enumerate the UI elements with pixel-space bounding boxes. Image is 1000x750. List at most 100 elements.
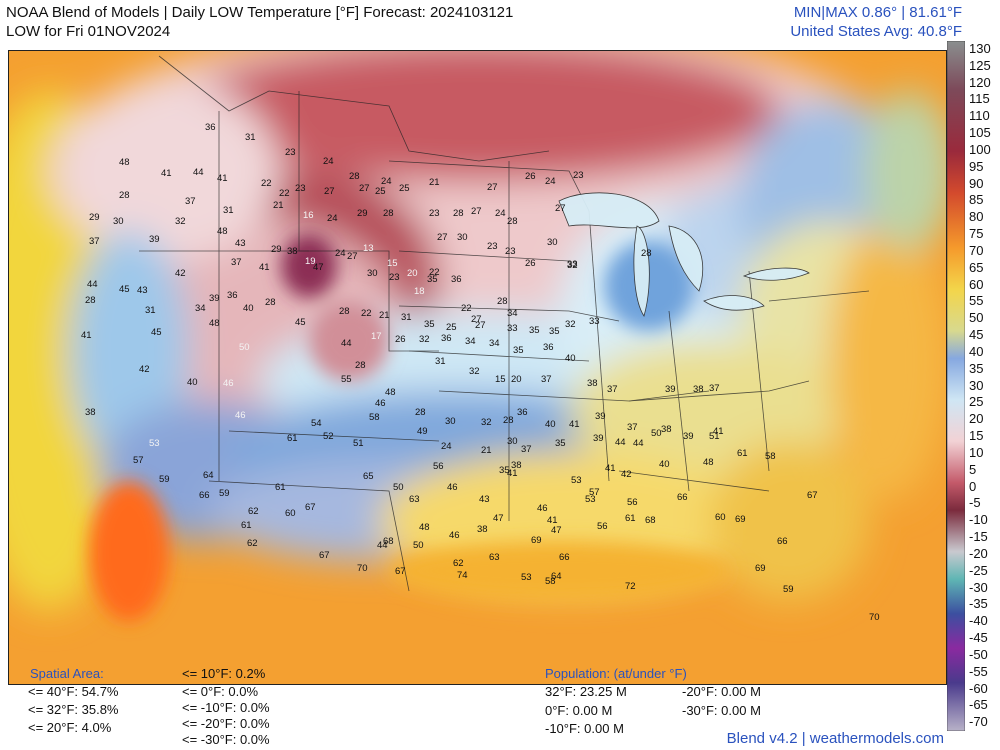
station-temp-value: 40 — [187, 377, 198, 388]
station-temp-value: 37 — [607, 384, 618, 395]
chart-header: NOAA Blend of Models | Daily LOW Tempera… — [6, 3, 513, 41]
station-temp-value: 41 — [81, 330, 92, 341]
station-temp-value: 56 — [597, 521, 608, 532]
station-temp-value: 24 — [495, 208, 506, 219]
spatial-stat: <= 20°F: 4.0% — [28, 720, 112, 735]
station-temp-value: 36 — [205, 122, 216, 133]
station-temp-value: 41 — [569, 419, 580, 430]
station-temp-value: 66 — [199, 490, 210, 501]
color-scale-tick-label: -5 — [969, 495, 981, 511]
station-temp-value: 44 — [633, 438, 644, 449]
color-scale-tick-label: 130 — [969, 41, 991, 56]
station-temp-value: 27 — [471, 206, 482, 217]
station-temp-value: 44 — [87, 279, 98, 290]
station-temp-value: 23 — [573, 170, 584, 181]
station-temp-value: 51 — [709, 431, 720, 442]
station-temp-value: 55 — [341, 374, 352, 385]
station-temp-value: 38 — [85, 407, 96, 418]
station-temp-value: 38 — [477, 524, 488, 535]
color-scale-tick-label: -55 — [969, 663, 988, 679]
station-temp-value: 41 — [217, 173, 228, 184]
color-scale-tick-label: 125 — [969, 57, 991, 73]
station-temp-value: 34 — [507, 308, 518, 319]
station-temp-value: 24 — [441, 441, 452, 452]
station-temp-value: 60 — [285, 508, 296, 519]
station-temp-value: 37 — [709, 383, 720, 394]
color-scale-tick-label: -35 — [969, 596, 988, 612]
station-temp-value: 31 — [145, 305, 156, 316]
station-temp-value: 22 — [261, 178, 272, 189]
color-scale-tick-label: -60 — [969, 680, 988, 696]
station-temp-value: 42 — [621, 469, 632, 480]
color-scale-tick-label: 100 — [969, 141, 991, 157]
color-scale-tick-label: 25 — [969, 394, 984, 410]
station-temp-value: 62 — [248, 506, 259, 517]
station-temp-value: 57 — [133, 455, 144, 466]
station-temp-value: 64 — [203, 470, 214, 481]
station-temp-value: 72 — [625, 581, 636, 592]
station-temp-value: 62 — [247, 538, 258, 549]
station-temp-value: 28 — [507, 216, 518, 227]
station-temp-value: 67 — [319, 550, 330, 561]
station-temp-value: 69 — [735, 514, 746, 525]
station-temp-value: 27 — [475, 320, 486, 331]
station-temp-value: 23 — [389, 272, 400, 283]
station-temp-value: 35 — [555, 438, 566, 449]
station-temp-value: 30 — [113, 216, 124, 227]
station-temp-value: 27 — [324, 186, 335, 197]
color-scale-tick-label: 45 — [969, 327, 984, 343]
station-temp-value: 48 — [419, 522, 430, 533]
color-scale-bar — [947, 41, 965, 731]
station-temp-value: 28 — [339, 306, 350, 317]
station-temp-value: 29 — [271, 244, 282, 255]
station-temp-value: 41 — [713, 426, 724, 437]
color-scale-tick-label: 50 — [969, 310, 984, 326]
station-temp-value: 39 — [593, 433, 604, 444]
station-temp-value: 46 — [375, 398, 386, 409]
station-temp-value: 53 — [571, 475, 582, 486]
station-temp-value: 28 — [119, 190, 130, 201]
station-temp-value: 36 — [451, 274, 462, 285]
color-scale-tick-label: 0 — [969, 478, 977, 494]
station-temp-value: 27 — [487, 182, 498, 193]
station-temp-value: 23 — [487, 241, 498, 252]
station-temp-value: 35 — [424, 319, 435, 330]
station-temp-value: 61 — [275, 482, 286, 493]
color-scale-tick-label: 105 — [969, 125, 991, 141]
station-temp-value: 37 — [89, 236, 100, 247]
station-temp-value: 34 — [465, 336, 476, 347]
station-temp-value: 63 — [489, 552, 500, 563]
station-temp-value: 28 — [355, 360, 366, 371]
station-temp-value: 52 — [323, 431, 334, 442]
station-temp-value: 48 — [209, 318, 220, 329]
station-temp-value: 39 — [683, 431, 694, 442]
station-temp-value: 26 — [525, 258, 536, 269]
station-temp-value: 27 — [359, 183, 370, 194]
station-temp-value: 32 — [567, 260, 578, 271]
station-temp-value: 39 — [209, 293, 220, 304]
color-scale-tick-label: 65 — [969, 259, 984, 275]
station-temp-value: 46 — [223, 378, 234, 389]
summary-header: MIN|MAX 0.86° | 81.61°F United States Av… — [790, 3, 962, 41]
station-temp-value: 39 — [149, 234, 160, 245]
station-temp-value: 40 — [545, 419, 556, 430]
station-temp-value: 32 — [565, 319, 576, 330]
color-scale-tick-label: -10 — [969, 512, 988, 528]
station-temp-value: 20 — [511, 374, 522, 385]
station-temp-value: 46 — [449, 530, 460, 541]
station-temp-value: 28 — [503, 415, 514, 426]
color-scale-tick-label: -15 — [969, 529, 988, 545]
station-temp-value: 54 — [311, 418, 322, 429]
station-temp-value: 51 — [353, 438, 364, 449]
station-temp-value: 21 — [273, 200, 284, 211]
station-temp-value: 48 — [119, 157, 130, 168]
station-temp-value: 15 — [495, 374, 506, 385]
station-temp-value: 32 — [419, 334, 430, 345]
color-scale-tick-label: -40 — [969, 613, 988, 629]
station-temp-value: 47 — [313, 262, 324, 273]
color-scale-tick-label: -65 — [969, 697, 988, 713]
station-temp-value: 22 — [429, 267, 440, 278]
station-temp-value: 29 — [357, 208, 368, 219]
station-temp-value: 36 — [517, 407, 528, 418]
station-temp-value: 31 — [245, 132, 256, 143]
